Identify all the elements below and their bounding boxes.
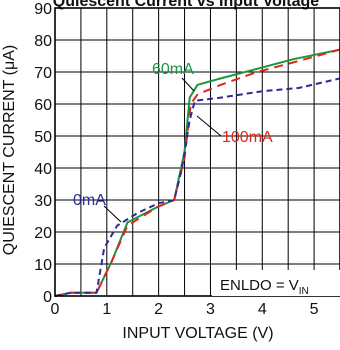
x-tick-label: 1 xyxy=(102,301,111,318)
y-tick-label: 10 xyxy=(34,257,52,274)
chart-title: Quiescent Current vs Input Voltage xyxy=(53,0,320,10)
x-tick-label: 2 xyxy=(154,301,163,318)
y-tick-label: 60 xyxy=(34,97,52,114)
series-line-60ma xyxy=(54,48,340,297)
y-tick-label: 70 xyxy=(34,65,52,82)
series-label-100ma: 100mA xyxy=(222,129,273,146)
condition-box-frame xyxy=(212,270,340,296)
series-pointer-0ma xyxy=(103,205,122,223)
series-pointer-60ma xyxy=(181,77,195,92)
series-label-60ma: 60mA xyxy=(152,61,194,78)
grid xyxy=(54,7,340,297)
x-tick-label: 0 xyxy=(51,301,60,318)
y-tick-label: 20 xyxy=(34,225,52,242)
y-axis-title: QUIESCENT CURRENT (μA) xyxy=(1,45,18,255)
x-tick-label: 3 xyxy=(206,301,215,318)
series-line-100ma xyxy=(54,48,340,297)
series-line-0ma xyxy=(54,77,340,297)
x-tick-label: 4 xyxy=(258,301,267,318)
condition-text: ENLDO = VIN xyxy=(220,277,309,297)
x-tick-label: 5 xyxy=(310,301,319,318)
y-tick-label: 40 xyxy=(34,161,52,178)
series-labels: 60mA 100mA 0mA xyxy=(73,61,273,223)
y-tick-label: 30 xyxy=(34,193,52,210)
y-tick-label: 50 xyxy=(34,129,52,146)
condition-box: ENLDO = VIN xyxy=(212,270,340,297)
series-pointer-100ma xyxy=(196,115,222,137)
series-layer xyxy=(54,48,340,297)
x-axis-title: INPUT VOLTAGE (V) xyxy=(122,325,273,342)
series-label-0ma: 0mA xyxy=(73,192,106,209)
x-tick-labels: 0 1 2 3 4 5 xyxy=(51,301,319,318)
y-tick-label: 90 xyxy=(34,1,52,18)
y-tick-label: 80 xyxy=(34,33,52,50)
y-tick-labels: 0 10 20 30 40 50 60 70 80 90 xyxy=(34,1,52,306)
plot-frame xyxy=(54,7,340,297)
y-tick-label: 0 xyxy=(43,289,52,306)
